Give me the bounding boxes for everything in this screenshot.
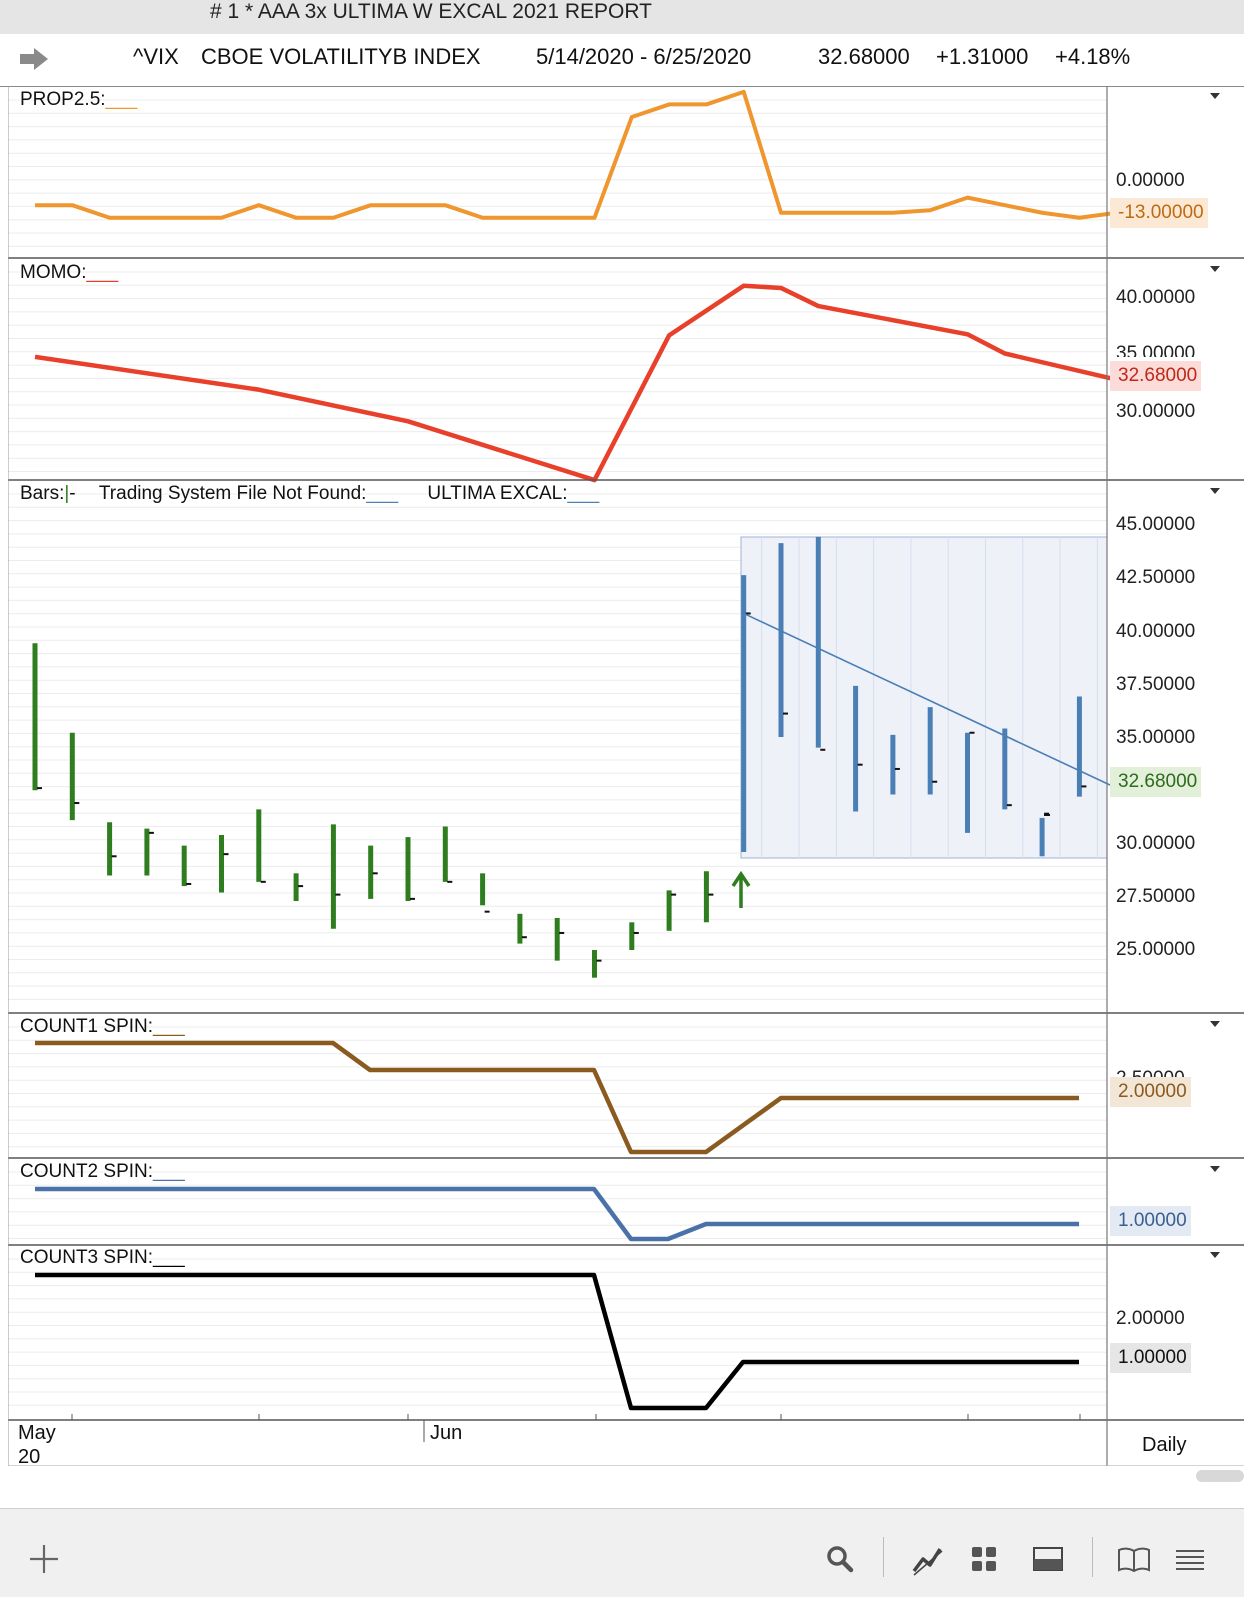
prop-value-tag: -13.00000 [1110, 198, 1208, 228]
count1-pane-menu-icon[interactable] [1210, 1021, 1220, 1027]
count3-series-line [35, 1272, 1079, 1411]
bars-value-tag: 32.68000 [1110, 767, 1202, 797]
bars-legend-swatch: | [64, 483, 70, 504]
momo-tick: 30.00000 [1116, 401, 1196, 422]
menu-icon[interactable] [1170, 1539, 1210, 1579]
count2-value-tag: 1.00000 [1110, 1206, 1191, 1236]
prop-label: PROP2.5: [20, 89, 106, 110]
date-range[interactable]: 5/14/2020 - 6/25/2020 [536, 44, 752, 69]
price-change: +1.31000 [936, 44, 1029, 69]
ultima-excal-label: ULTIMA EXCAL: [427, 483, 568, 504]
bars-tick: 42.50000 [1116, 567, 1196, 588]
symbol-name: CBOE VOLATILITYB INDEX [201, 44, 481, 69]
horizontal-scrollbar[interactable] [1196, 1470, 1244, 1482]
price-change-percent: +4.18% [1055, 44, 1131, 69]
count1-tick-partial: 2.50000 [1116, 1068, 1185, 1078]
book-icon[interactable] [1114, 1539, 1154, 1579]
count1-label: COUNT1 SPIN: [20, 1016, 154, 1037]
bars-pane-label: Bars:|- Trading System File Not Found:__… [20, 483, 599, 505]
x-axis-month-label: May [18, 1422, 56, 1444]
prop-series-line [35, 89, 1117, 220]
bars-tick: 45.00000 [1116, 514, 1196, 535]
bars-tick: 25.00000 [1116, 939, 1196, 960]
count2-pane-menu-icon[interactable] [1210, 1166, 1220, 1172]
window-title-bar: # 1 * AAA 3x ULTIMA W EXCAL 2021 REPORT [0, 0, 1244, 35]
count1-legend-swatch: ___ [153, 1016, 185, 1037]
momo-series-line [34, 283, 1118, 483]
buy-signal-arrow-icon [731, 870, 751, 908]
bars-tick: 37.50000 [1116, 674, 1196, 695]
prop-pane-menu-icon[interactable] [1210, 93, 1220, 99]
count1-series-line [35, 1040, 1079, 1155]
period-selector[interactable]: Daily [1142, 1434, 1187, 1456]
count3-tick: 2.00000 [1116, 1308, 1185, 1329]
momo-tick: 35.00000 [1116, 343, 1196, 357]
grid-layout-icon[interactable] [964, 1539, 1004, 1579]
bottom-toolbar [0, 1508, 1244, 1597]
draw-line-icon[interactable] [908, 1539, 948, 1579]
bars-tick: 27.50000 [1116, 886, 1196, 907]
window-icon[interactable] [1028, 1539, 1068, 1579]
count1-pane-label: COUNT1 SPIN:___ [20, 1016, 185, 1038]
count2-series-line [35, 1186, 1079, 1242]
prop-legend-swatch: ___ [105, 89, 138, 110]
x-axis-year-label: 20 [18, 1446, 41, 1468]
momo-legend-swatch: ___ [86, 262, 119, 283]
count3-value-tag: 1.00000 [1110, 1343, 1191, 1373]
count1-value-tag: 2.00000 [1110, 1077, 1191, 1107]
bars-pane-menu-icon[interactable] [1210, 488, 1220, 494]
prop-pane-label: PROP2.5:___ [20, 89, 137, 111]
toolbar-divider [883, 1537, 884, 1577]
prop-tick: 0.00000 [1116, 170, 1185, 191]
x-axis-month-label: Jun [430, 1422, 463, 1444]
excal-trend-line [743, 612, 1118, 789]
chart-area[interactable] [8, 86, 1244, 1466]
bars-tick: 35.00000 [1116, 727, 1196, 748]
count3-pane-menu-icon[interactable] [1210, 1252, 1220, 1258]
momo-label: MOMO: [20, 262, 87, 283]
count3-legend-swatch: ___ [153, 1247, 185, 1268]
forward-arrow-icon[interactable] [18, 46, 52, 72]
search-icon[interactable] [820, 1539, 860, 1579]
count3-pane-label: COUNT3 SPIN:___ [20, 1247, 185, 1269]
trading-system-label: Trading System File Not Found: [98, 483, 367, 504]
chart-canvas[interactable] [8, 86, 1244, 1466]
count2-label: COUNT2 SPIN: [20, 1161, 154, 1182]
last-price: 32.68000 [818, 44, 910, 69]
bars-label: Bars: [20, 483, 65, 504]
tsf-legend-swatch: ___ [366, 483, 399, 504]
symbol-bar: ^VIX CBOE VOLATILITYB INDEX 5/14/2020 - … [0, 34, 1244, 87]
bars-label-suffix: - [69, 483, 76, 504]
momo-pane-label: MOMO:___ [20, 262, 118, 284]
count3-label: COUNT3 SPIN: [20, 1247, 154, 1268]
toolbar-divider [1092, 1537, 1093, 1577]
excal-legend-swatch: ___ [567, 483, 600, 504]
count2-pane-label: COUNT2 SPIN:___ [20, 1161, 185, 1183]
add-icon[interactable] [24, 1539, 64, 1579]
window-title: # 1 * AAA 3x ULTIMA W EXCAL 2021 REPORT [210, 0, 652, 23]
momo-tick: 40.00000 [1116, 287, 1196, 308]
count2-legend-swatch: ___ [153, 1161, 185, 1182]
bars-tick: 40.00000 [1116, 621, 1196, 642]
momo-value-tag: 32.68000 [1110, 361, 1202, 391]
symbol-ticker[interactable]: ^VIX [133, 44, 179, 69]
momo-pane-menu-icon[interactable] [1210, 266, 1220, 272]
bars-tick: 30.00000 [1116, 833, 1196, 854]
